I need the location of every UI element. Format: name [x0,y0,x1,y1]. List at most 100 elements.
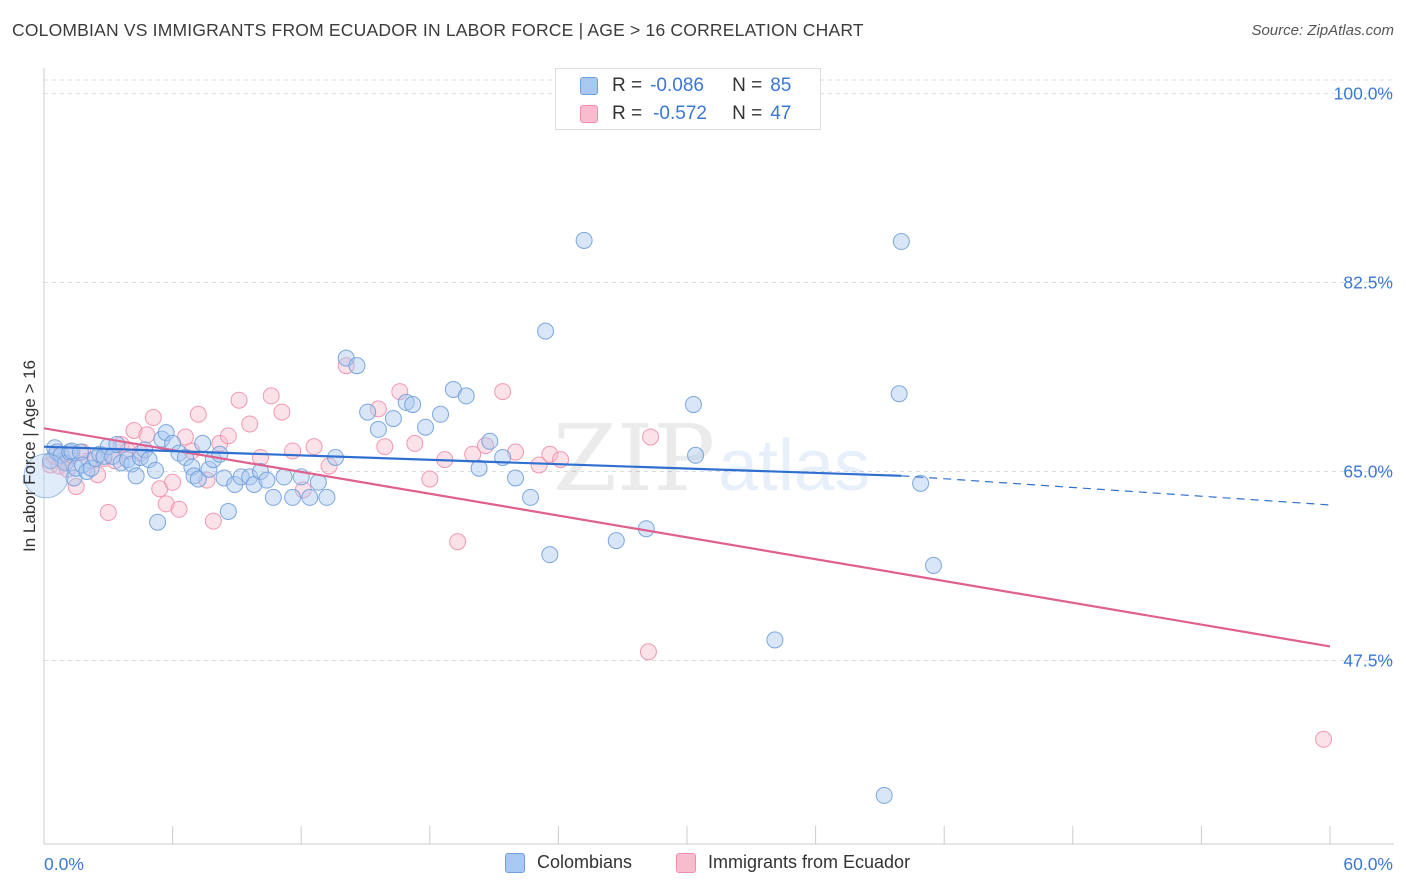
x-tick-label-max: 60.0% [1343,854,1393,874]
ecuador-point [494,383,512,401]
legend-swatch-pink [676,852,696,873]
grid-lines [44,79,1394,661]
colombian-point [890,385,908,403]
colombian-point [470,459,488,477]
ecuador-point [305,438,323,456]
colombian-point [541,546,559,564]
ecuador-point [219,427,237,445]
colombian-point [575,231,593,249]
ecuador-point [421,470,439,488]
legend-label-colombians: Colombians [537,852,633,872]
legend-item-colombians: Colombians [505,852,632,873]
legend-n-label: N = [732,103,763,124]
colombian-point [359,403,377,421]
ecuador-point [144,409,162,427]
colombian-point [457,387,475,405]
colombian-point [687,446,705,464]
colombian-point [82,459,100,477]
ecuador-point [230,391,248,409]
colombian-point-cluster [23,453,69,499]
chart-title: COLOMBIAN VS IMMIGRANTS FROM ECUADOR IN … [12,20,864,40]
colombian-point [537,322,555,340]
ecuador-point [530,456,548,474]
legend-label-ecuador: Immigrants from Ecuador [708,852,911,872]
colombian-point [684,396,702,414]
trend-lines [43,427,1331,648]
trend-line-ecuador [43,427,1331,648]
colombian-point [149,513,167,531]
colombian-point [275,468,293,486]
y-axis-label: In Labor Force | Age > 16 [20,359,39,553]
colombian-point [384,410,402,428]
ecuador-point [198,471,216,489]
colombian-point [264,488,282,506]
colombian-point [348,357,366,375]
legend-row-ecuador: R = -0.572 N = 47 [580,102,791,126]
colombian-point [397,393,415,411]
ecuador-point [639,643,657,661]
trend-line-colombians [43,445,902,477]
colombian-point [200,460,218,478]
ecuador-point [125,421,143,439]
colombian-point [232,468,250,486]
legend-r-value: -0.086 [650,75,704,96]
colombian-point [194,434,212,452]
legend-row-colombians: R = -0.086 N = 85 [580,74,791,98]
colombian-point [912,474,930,492]
y-tick-label: 47.5% [1343,650,1393,670]
ecuador-point [1315,730,1333,748]
colombian-point [301,488,319,506]
ecuador-point [204,512,222,530]
colombian-point [146,461,164,479]
colombian-point [875,786,893,804]
colombian-point [417,418,435,436]
colombian-point [522,488,540,506]
colombian-point [251,462,269,480]
legend-swatch-blue [505,852,525,873]
colombian-point [140,451,158,469]
ecuador-point [138,426,156,444]
watermark: ZIP atlas [553,405,870,512]
colombian-point [481,432,499,450]
colombian-point [892,233,910,251]
x-tick-label-min: 0.0% [44,854,84,874]
colombian-point [127,467,145,485]
ecuador-point [189,405,207,423]
ecuador-point [170,500,188,518]
watermark-atlas: atlas [718,426,870,506]
ecuador-point [262,387,280,405]
legend-n-value: 85 [770,75,792,96]
axes [43,68,1394,845]
correlation-legend: R = -0.086 N = 85 R = -0.572 N = 47 [555,68,821,130]
ecuador-point [541,445,559,463]
legend-n-value: 47 [770,103,792,124]
y-tick-label: 82.5% [1343,273,1393,293]
colombian-point [219,502,237,520]
ecuador-point [376,438,394,456]
ecuador-point [157,495,175,513]
colombian-point [284,488,302,506]
colombian-point [607,532,625,550]
ecuador-point [507,443,525,461]
colombian-point [258,471,276,489]
series-legend: Colombians Immigrants from Ecuador [0,852,1406,878]
y-tick-label: 65.0% [1343,461,1393,481]
chart-source: Source: ZipAtlas.com [1251,22,1394,39]
ecuador-point [284,442,302,460]
ecuador-point [99,504,117,522]
legend-r-label: R = [612,103,643,124]
y-tick-labels: 47.5% 65.0% 82.5% 100.0% [1334,84,1393,671]
ecuador-point [241,415,259,433]
colombian-point [41,452,59,470]
ecuador-point [320,457,338,475]
colombian-point [157,424,175,442]
ecuador-point [164,473,182,491]
colombian-point [507,469,525,487]
legend-n-label: N = [732,75,763,96]
x-tick-labels: 0.0% 60.0% [44,854,1393,874]
colombian-point [189,470,207,488]
legend-swatch-blue [580,77,598,95]
legend-item-ecuador: Immigrants from Ecuador [676,852,910,873]
colombian-point [318,488,336,506]
